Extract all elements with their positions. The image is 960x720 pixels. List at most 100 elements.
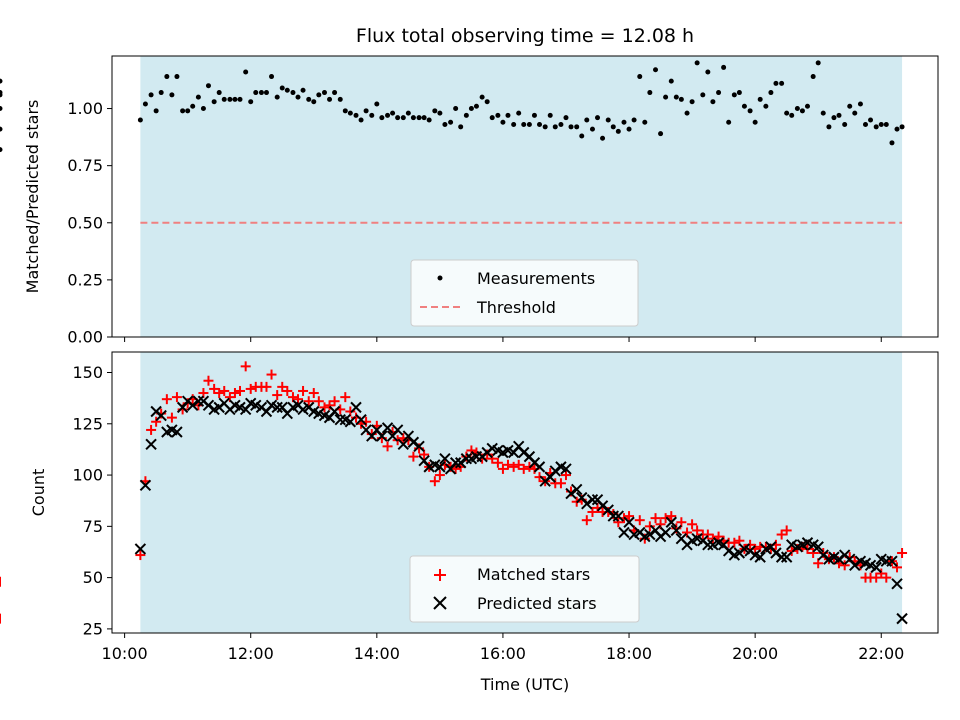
measurement-point xyxy=(716,90,722,96)
measurement-point xyxy=(495,112,501,118)
measurement-point xyxy=(647,90,653,96)
predicted-star-point xyxy=(670,524,683,537)
matched-star-point xyxy=(808,548,819,559)
measurement-point xyxy=(216,90,222,96)
matched-star-point xyxy=(313,396,324,407)
measurement-point xyxy=(763,103,769,109)
predicted-star-point xyxy=(722,545,735,557)
predicted-star-point xyxy=(560,463,572,475)
measurement-point xyxy=(421,115,427,121)
predicted-star-point xyxy=(586,493,599,506)
measurement-point xyxy=(537,122,543,128)
measurement-point xyxy=(306,96,312,102)
measurement-point xyxy=(784,110,790,116)
matched-star-point xyxy=(497,463,508,474)
measurement-point xyxy=(232,96,238,102)
measurement-point xyxy=(0,106,3,112)
predicted-star-point xyxy=(581,498,593,510)
measurement-point xyxy=(563,115,569,121)
x-tick-label: 22:00 xyxy=(858,644,904,663)
measurement-point xyxy=(694,60,700,66)
measurement-point xyxy=(395,115,401,121)
matched-star-point xyxy=(329,396,340,407)
measurement-point xyxy=(489,115,495,121)
measurement-point xyxy=(200,106,206,112)
matched-star-point xyxy=(234,385,245,396)
predicted-star-point xyxy=(350,401,362,414)
measurement-point xyxy=(390,110,396,116)
measurement-point xyxy=(158,90,164,96)
measurement-point xyxy=(442,122,448,128)
measurement-point xyxy=(521,122,527,128)
measurement-point xyxy=(347,110,353,116)
predicted-star-point xyxy=(891,578,903,590)
measurement-point xyxy=(279,85,285,91)
bottom-legend-box xyxy=(409,555,640,623)
predicted-star-point xyxy=(454,457,467,469)
measurement-point xyxy=(180,108,186,114)
measurement-point xyxy=(836,112,842,118)
measurement-point xyxy=(453,106,459,112)
predicted-star-point xyxy=(192,395,205,407)
measurement-point xyxy=(542,124,548,130)
matched-star-point xyxy=(786,545,797,556)
predicted-star-point xyxy=(565,487,577,500)
matched-star-point xyxy=(660,513,671,524)
x-axis-label: Time (UTC) xyxy=(480,675,569,694)
measurement-point xyxy=(899,124,905,130)
predicted-star-point xyxy=(439,452,451,465)
measurement-point xyxy=(883,122,889,128)
measurement-point xyxy=(311,99,317,105)
predicted-star-point xyxy=(533,461,546,473)
matched-star-point xyxy=(624,511,635,522)
y-tick-label: 50 xyxy=(83,568,103,587)
matched-star-point xyxy=(209,383,220,394)
y-tick-label: 125 xyxy=(72,414,103,433)
matched-star-point xyxy=(303,396,314,407)
predicted-star-point xyxy=(780,551,793,563)
predicted-star-point xyxy=(849,559,861,572)
predicted-star-point xyxy=(870,561,882,574)
matched-star-point xyxy=(203,375,214,386)
predicted-star-point xyxy=(328,405,341,418)
predicted-star-point xyxy=(665,516,677,528)
matched-star-point xyxy=(581,515,592,526)
predicted-star-point xyxy=(702,539,714,551)
predicted-legend-marker xyxy=(433,596,447,610)
measurement-point xyxy=(227,96,233,102)
measurement-point xyxy=(0,78,3,84)
measurement-point xyxy=(526,122,532,128)
measurement-point xyxy=(211,99,217,105)
measurement-point xyxy=(831,115,837,121)
measurement-point xyxy=(300,87,306,93)
measurement-point xyxy=(321,90,327,96)
matched-star-point xyxy=(508,461,519,472)
measurement-point xyxy=(237,96,243,102)
measurement-point xyxy=(799,108,805,114)
matched-star-point xyxy=(892,562,903,573)
measurement-point xyxy=(547,112,553,118)
measurement-point xyxy=(416,115,422,121)
measurement-point xyxy=(747,108,753,114)
measurement-point xyxy=(248,99,254,105)
measurement-point xyxy=(689,99,695,105)
measurement-point xyxy=(185,108,191,114)
measurement-point xyxy=(142,101,148,107)
matched-star-point xyxy=(272,390,283,401)
matched-star-point xyxy=(166,412,177,423)
measurement-point xyxy=(558,122,564,128)
measurement-point xyxy=(195,94,201,100)
measurement-point xyxy=(400,115,406,121)
predicted-star-point xyxy=(754,551,766,563)
measurement-points xyxy=(0,60,905,153)
measurement-point xyxy=(0,147,3,153)
measurement-point xyxy=(584,117,590,123)
measurement-point xyxy=(169,92,175,98)
x-tick-label: 10:00 xyxy=(102,644,148,663)
matched-star-point xyxy=(146,424,157,435)
y-tick-label: 0.00 xyxy=(67,328,103,347)
measurement-point xyxy=(673,94,679,100)
bottom-y-ticks: 25 50 75 100 125 150 xyxy=(72,363,112,638)
matched-star-point xyxy=(897,548,908,559)
matched-star-point xyxy=(871,572,882,583)
